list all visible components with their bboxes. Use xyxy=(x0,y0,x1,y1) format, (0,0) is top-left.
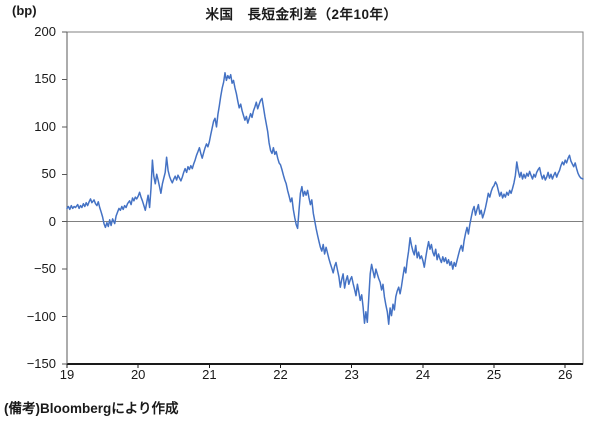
y-tick-label: 200 xyxy=(34,24,56,39)
x-tick-label: 25 xyxy=(486,367,502,382)
y-tick-label: −100 xyxy=(26,308,56,324)
x-tick-label: 19 xyxy=(59,367,75,382)
chart-title: 米国 長短金利差（2年10年） xyxy=(205,7,398,22)
spread-data-line xyxy=(66,72,584,325)
y-tick-label: 100 xyxy=(34,118,56,134)
plot-frame xyxy=(66,31,584,365)
y-tick-label: 50 xyxy=(41,166,56,182)
y-tick-label: 150 xyxy=(34,71,56,87)
x-tick-label: 24 xyxy=(415,367,431,382)
source-note: (備考)Bloombergにより作成 xyxy=(4,401,179,416)
x-tick-label: 21 xyxy=(202,367,217,382)
y-axis-unit-label: (bp) xyxy=(12,3,37,18)
y-tick-label: 0 xyxy=(48,213,56,229)
y-tick-label: −150 xyxy=(26,356,56,371)
x-tick-label: 22 xyxy=(273,367,288,382)
x-tick-label: 20 xyxy=(130,367,146,382)
y-tick-label: −50 xyxy=(33,261,56,277)
x-tick-label: 26 xyxy=(557,367,573,382)
x-tick-label: 23 xyxy=(344,367,359,382)
